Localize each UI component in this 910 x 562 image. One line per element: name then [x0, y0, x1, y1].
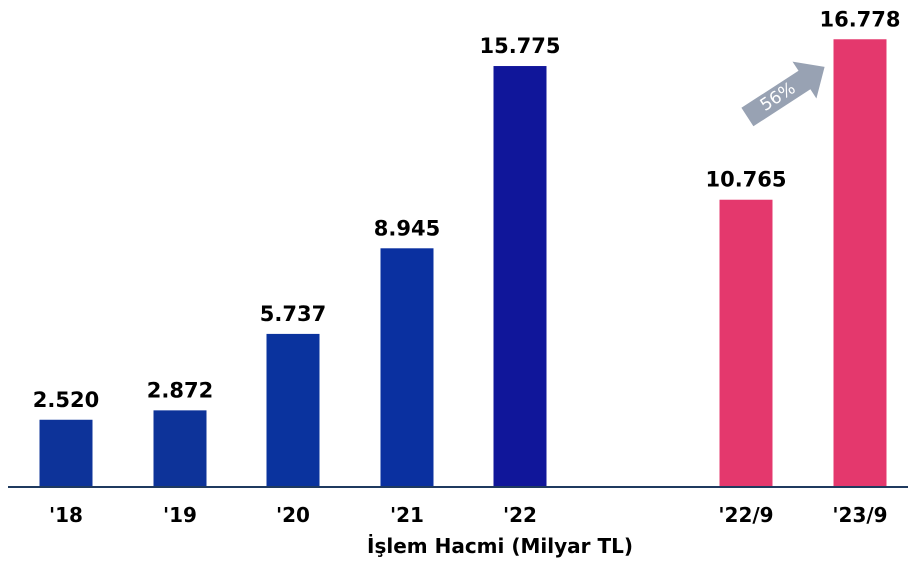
value-labels-group: 2.520 2.872 5.737 8.945 15.775 10.765 16.778: [33, 7, 901, 411]
value-label-23-9: 16.778: [819, 7, 900, 31]
x-tick-labels-group: '18 '19 '20 '21 '22 '22/9 '23/9: [49, 503, 888, 527]
value-label-18: 2.520: [33, 388, 99, 412]
x-tick-label-21: '21: [390, 503, 424, 527]
growth-arrow: 56%: [741, 61, 825, 127]
value-label-22: 15.775: [479, 34, 560, 58]
value-label-20: 5.737: [260, 302, 326, 326]
x-tick-label-23-9: '23/9: [832, 503, 887, 527]
bar-22: [493, 66, 547, 487]
x-tick-label-18: '18: [49, 503, 83, 527]
x-tick-label-22-9: '22/9: [718, 503, 773, 527]
value-label-21: 8.945: [374, 216, 440, 240]
bar-22-9: [719, 199, 773, 488]
x-tick-label-20: '20: [276, 503, 310, 527]
x-tick-label-19: '19: [163, 503, 197, 527]
value-label-19: 2.872: [147, 378, 213, 402]
bar-21: [380, 248, 434, 487]
x-axis-title: İşlem Hacmi (Milyar TL): [367, 534, 633, 558]
bar-23-9: [833, 39, 887, 487]
bars-group: [39, 39, 887, 488]
bar-19: [153, 410, 207, 487]
growth-arrow-shape: [741, 61, 825, 127]
value-label-22-9: 10.765: [705, 168, 786, 192]
x-tick-label-22: '22: [503, 503, 537, 527]
bar-18: [39, 419, 93, 487]
bar-20: [266, 333, 320, 487]
